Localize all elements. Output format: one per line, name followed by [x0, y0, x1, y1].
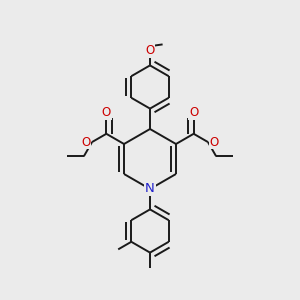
Text: O: O — [146, 44, 154, 58]
Text: N: N — [145, 182, 155, 196]
Text: O: O — [102, 106, 111, 119]
Text: O: O — [189, 106, 198, 119]
Text: O: O — [81, 136, 90, 148]
Text: O: O — [210, 136, 219, 148]
